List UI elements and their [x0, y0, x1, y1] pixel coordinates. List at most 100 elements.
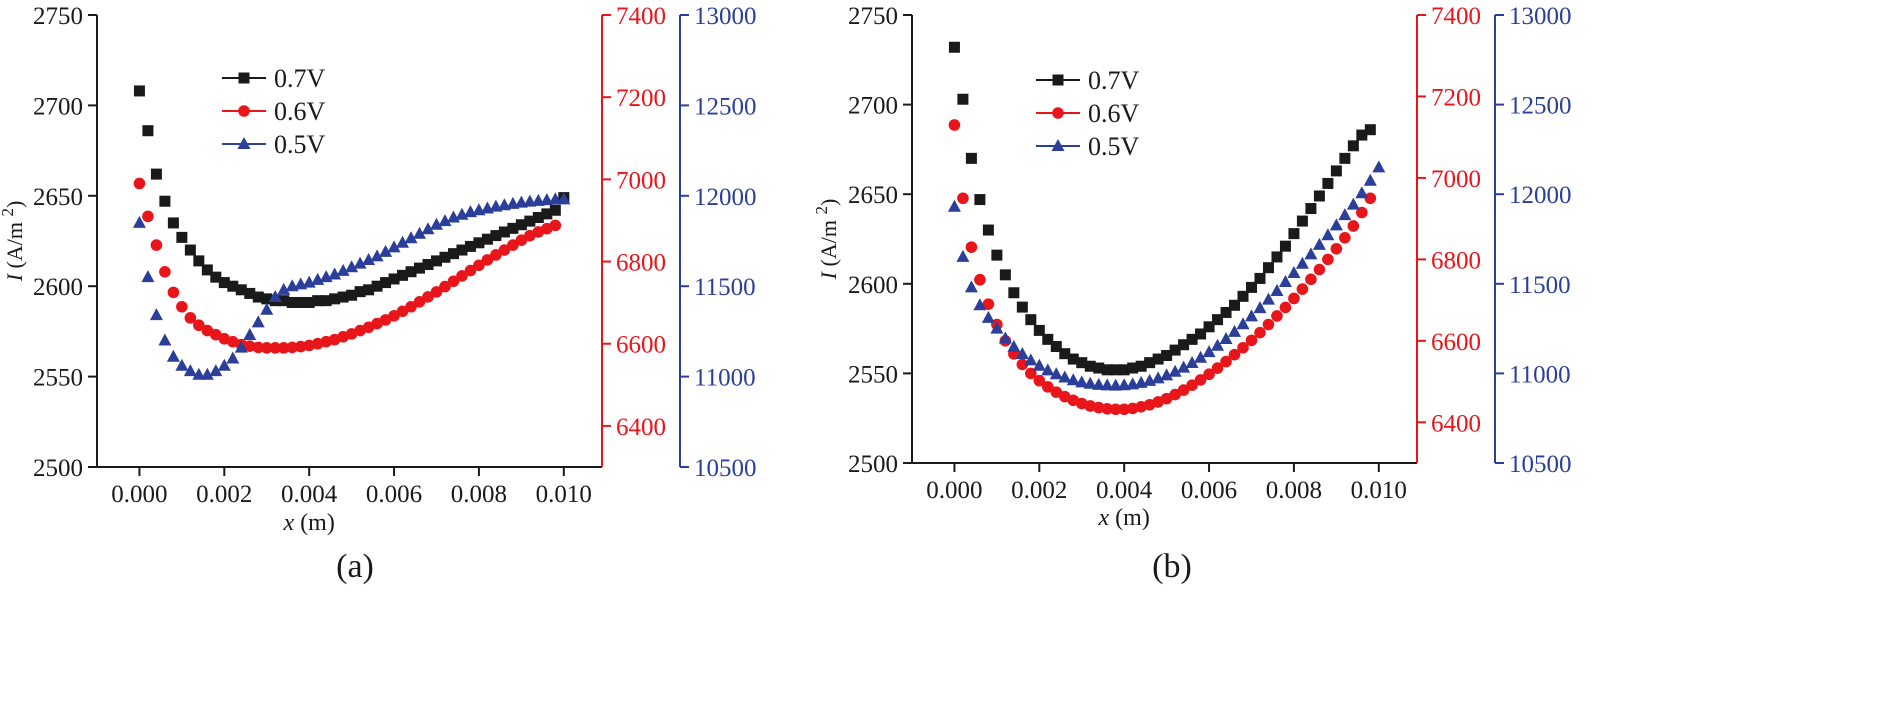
- data-point-0.7V: [329, 293, 341, 305]
- data-point-0.6V: [405, 300, 417, 313]
- right-y-blue-tick-label: 13000: [694, 3, 757, 30]
- data-point-0.6V: [549, 219, 562, 232]
- data-point-0.6V: [159, 266, 171, 278]
- data-point-0.5V: [1372, 160, 1386, 173]
- legend-label: 0.7V: [274, 64, 326, 93]
- legend-marker: [238, 72, 250, 84]
- data-point-0.5V: [1032, 358, 1046, 371]
- data-point-0.7V: [1127, 362, 1139, 374]
- x-axis-title-unit: (m): [294, 510, 335, 536]
- data-point-0.6V: [252, 341, 265, 354]
- data-point-0.5V: [200, 367, 214, 380]
- data-point-0.5V: [1109, 378, 1123, 391]
- data-point-0.6V: [464, 264, 477, 277]
- data-point-0.6V: [1288, 292, 1300, 305]
- data-point-0.7V: [405, 266, 417, 278]
- x-tick-label: 0.008: [1266, 477, 1322, 504]
- data-point-0.6V: [1118, 403, 1130, 416]
- data-point-0.6V: [396, 305, 409, 318]
- left-y-tick-label: 2700: [848, 93, 898, 120]
- data-point-0.5V: [1092, 377, 1106, 390]
- data-point-0.5V: [429, 217, 443, 230]
- data-point-0.6V: [294, 340, 307, 353]
- data-point-0.6V: [1271, 310, 1283, 322]
- left-y-tick-label: 2500: [33, 455, 83, 482]
- data-point-0.6V: [447, 275, 460, 288]
- data-point-0.5V: [1329, 218, 1343, 231]
- legend-marker: [1052, 107, 1064, 119]
- data-point-0.7V: [1110, 364, 1122, 376]
- data-point-0.7V: [1245, 281, 1257, 293]
- data-point-0.7V: [1050, 341, 1062, 353]
- data-point-0.7V: [965, 152, 977, 164]
- left-y-tick-label: 2750: [33, 3, 83, 30]
- data-point-0.7V: [974, 194, 986, 206]
- panel-a-chart: 2500 2550 2600 2650 2700 2750 0.000 0.002 0.004 0…: [0, 3, 757, 585]
- data-point-0.6V: [965, 241, 978, 253]
- data-point-0.5V: [362, 252, 376, 265]
- data-point-0.7V: [1203, 321, 1215, 333]
- data-point-0.6V: [430, 286, 443, 298]
- data-point-0.7V: [176, 231, 188, 243]
- data-point-0.6V: [1262, 318, 1275, 331]
- panel-label: (b): [1152, 548, 1192, 585]
- data-point-0.7V: [948, 41, 960, 53]
- data-point-0.7V: [541, 208, 553, 220]
- right-y-red-tick-label: 7200: [1431, 84, 1481, 111]
- data-point-0.7V: [303, 296, 315, 308]
- right-y-blue-tick-label: 11000: [1509, 361, 1571, 388]
- right-y-blue-tick-label: 12500: [1509, 93, 1572, 120]
- data-point-0.6V: [1322, 253, 1334, 266]
- data-point-0.7V: [1288, 228, 1300, 240]
- data-point-0.6V: [1101, 403, 1114, 415]
- data-point-0.7V: [167, 217, 179, 229]
- data-point-0.6V: [507, 239, 519, 251]
- data-point-0.5V: [1304, 247, 1318, 260]
- data-point-0.6V: [133, 177, 146, 190]
- data-point-0.7V: [1212, 314, 1224, 326]
- data-point-0.7V: [235, 284, 247, 296]
- data-point-0.7V: [1237, 290, 1249, 302]
- data-point-0.7V: [218, 277, 230, 289]
- data-point-0.7V: [388, 273, 400, 285]
- series-0.6V: [133, 177, 562, 354]
- data-point-0.7V: [1118, 364, 1130, 376]
- data-point-0.6V: [948, 119, 961, 131]
- series-0.5V: [947, 160, 1386, 391]
- data-point-0.7V: [1186, 333, 1198, 345]
- data-point-0.7V: [1101, 364, 1113, 376]
- data-point-0.5V: [166, 349, 180, 362]
- left-y-tick-label: 2650: [33, 184, 83, 211]
- y-axis-title-unit: (A/m: [816, 215, 841, 272]
- data-point-0.7V: [227, 280, 239, 292]
- right-y-blue-tick-label: 13000: [1509, 3, 1572, 30]
- data-point-0.5V: [141, 270, 155, 283]
- data-point-0.5V: [1194, 350, 1208, 363]
- data-point-0.7V: [295, 296, 307, 308]
- data-point-0.6V: [1254, 326, 1266, 339]
- x-axis-title-unit: (m): [1109, 505, 1150, 531]
- data-point-0.7V: [439, 251, 451, 263]
- left-y-tick-label: 2750: [848, 3, 898, 30]
- data-point-0.7V: [456, 244, 468, 256]
- data-point-0.6V: [150, 239, 163, 251]
- data-point-0.7V: [312, 295, 324, 307]
- right-y-red-tick-label: 7000: [616, 167, 666, 194]
- right-y-blue-tick-label: 10500: [1509, 451, 1572, 478]
- data-point-0.7V: [515, 219, 527, 231]
- right-y-red-tick-label: 7200: [616, 85, 666, 112]
- data-point-0.5V: [209, 364, 223, 377]
- data-point-0.7V: [1271, 251, 1283, 263]
- x-tick-label: 0.004: [281, 481, 338, 508]
- right-y-blue-tick-label: 12000: [1509, 182, 1572, 209]
- data-point-0.7V: [150, 168, 162, 180]
- data-point-0.7V: [184, 244, 196, 256]
- y-axis-title-superscript: 2: [812, 206, 831, 215]
- data-point-0.7V: [320, 295, 332, 307]
- right-y-red-tick-label: 7400: [1431, 3, 1481, 30]
- data-point-0.6V: [1186, 379, 1198, 392]
- data-point-0.5V: [234, 340, 248, 353]
- data-point-0.6V: [1339, 231, 1351, 244]
- right-y-red-tick-label: 6400: [616, 414, 666, 441]
